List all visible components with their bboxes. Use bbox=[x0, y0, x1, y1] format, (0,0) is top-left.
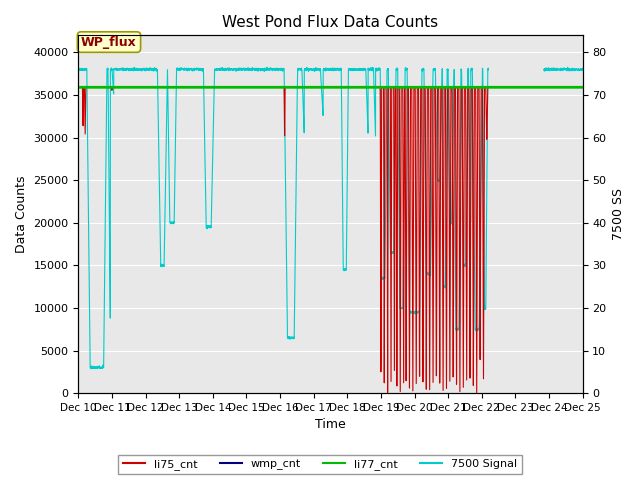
Text: WP_flux: WP_flux bbox=[81, 36, 137, 48]
X-axis label: Time: Time bbox=[315, 419, 346, 432]
Y-axis label: 7500 SS: 7500 SS bbox=[612, 188, 625, 240]
Legend: li75_cnt, wmp_cnt, li77_cnt, 7500 Signal: li75_cnt, wmp_cnt, li77_cnt, 7500 Signal bbox=[118, 455, 522, 474]
Title: West Pond Flux Data Counts: West Pond Flux Data Counts bbox=[223, 15, 438, 30]
Y-axis label: Data Counts: Data Counts bbox=[15, 176, 28, 253]
